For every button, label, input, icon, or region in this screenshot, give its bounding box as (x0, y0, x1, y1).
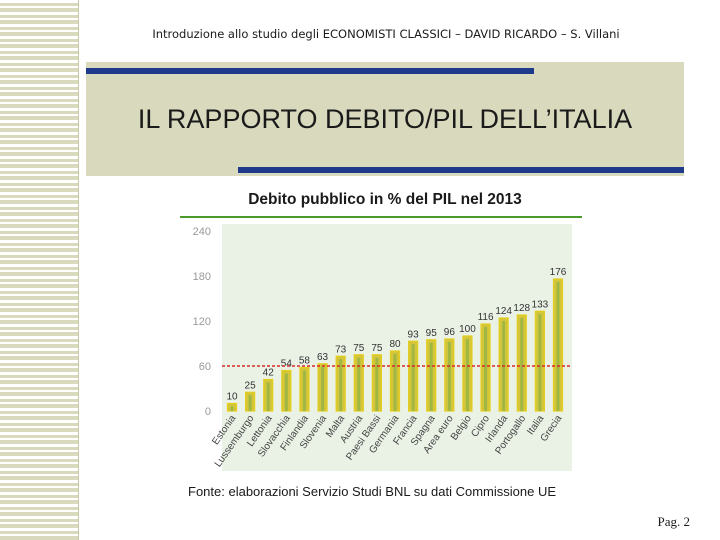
y-tick-label: 240 (193, 226, 211, 238)
bar-core (393, 354, 397, 411)
bar-core (411, 344, 415, 411)
chart-title: Debito pubblico in % del PIL nel 2013 (248, 191, 522, 208)
data-label: 100 (459, 324, 476, 335)
bar-core (357, 357, 361, 411)
bar-core (266, 382, 270, 411)
data-label: 25 (245, 380, 257, 391)
chart-source: Fonte: elaborazioni Servizio Studi BNL s… (188, 484, 557, 499)
bar-core (302, 370, 306, 411)
bar-core (248, 395, 252, 411)
data-label: 10 (226, 392, 238, 403)
data-label: 116 (478, 312, 494, 323)
bar-core (556, 282, 560, 411)
title-band (86, 62, 684, 176)
bar-core (339, 359, 343, 411)
debt-gdp-bar-chart: 06012018024010Estonia25Lussemburgo42Lett… (193, 224, 572, 471)
data-label: 80 (389, 339, 401, 350)
data-label: 128 (513, 303, 530, 314)
y-tick-label: 0 (205, 406, 211, 418)
bar-core (465, 339, 469, 411)
bar-core (284, 373, 288, 411)
bar-core (447, 342, 451, 411)
bar-core (520, 318, 524, 411)
title-accent-bar-bottom (238, 167, 684, 173)
data-label: 124 (495, 306, 512, 317)
bar-core (375, 357, 379, 411)
decorative-stripes (0, 0, 79, 540)
title-accent-bar-top (86, 68, 534, 74)
data-label: 42 (263, 368, 275, 379)
slide-title: IL RAPPORTO DEBITO/PIL DELL’ITALIA (137, 104, 633, 134)
slide-header: Introduzione allo studio degli ECONOMIST… (152, 27, 620, 41)
data-label: 93 (408, 329, 420, 340)
bar-core (538, 314, 542, 411)
data-label: 63 (317, 352, 329, 363)
data-label: 176 (550, 267, 567, 278)
chart-title-rule (180, 216, 582, 218)
page-number: Pag. 2 (657, 514, 691, 529)
data-label: 58 (299, 356, 311, 367)
bar-core (321, 366, 325, 411)
data-label: 75 (353, 343, 365, 354)
data-label: 96 (444, 327, 456, 338)
bar-core (429, 342, 433, 411)
y-tick-label: 180 (193, 271, 211, 283)
bar-core (484, 327, 488, 411)
data-label: 75 (371, 343, 383, 354)
plot-background (222, 224, 572, 471)
data-label: 73 (335, 344, 347, 355)
data-label: 95 (426, 328, 438, 339)
data-label: 133 (532, 299, 549, 310)
y-tick-label: 120 (193, 316, 211, 328)
bar-core (230, 406, 234, 411)
data-label: 54 (281, 359, 293, 370)
y-tick-label: 60 (199, 361, 211, 373)
